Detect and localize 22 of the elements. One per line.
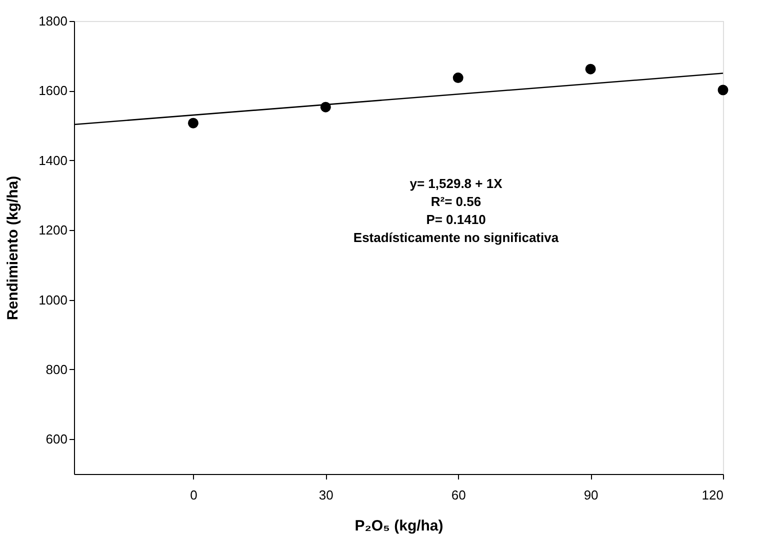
- y-tick-label: 600: [46, 432, 68, 447]
- x-tick-label: 60: [451, 488, 466, 502]
- point: [188, 118, 198, 128]
- x-tick-label: 30: [318, 488, 334, 502]
- point: [452, 72, 464, 84]
- y-tick-label: 1200: [38, 222, 68, 238]
- x-tick-label: 120: [702, 488, 724, 502]
- x-tick-label: 0: [190, 488, 198, 502]
- y-tick-label: 1800: [38, 14, 68, 28]
- x-tick-label: 90: [584, 488, 598, 502]
- x-axis-title: P₂O₅ (kg/ha): [354, 518, 444, 534]
- annotation: P= 0.1410: [426, 212, 486, 227]
- annotation: R²= 0.56: [430, 194, 482, 209]
- y-tick-label: 1600: [38, 83, 68, 98]
- y-tick-label: 800: [46, 362, 68, 377]
- annotation: Estadísticamente no significativa: [353, 230, 560, 245]
- point: [585, 64, 596, 74]
- y-tick-label: 1400: [38, 152, 68, 168]
- point: [718, 84, 728, 96]
- annotation: y= 1,529.8 + 1X: [410, 176, 503, 191]
- y-axis-title: Rendimiento (kg/ha): [4, 176, 22, 320]
- y-tick-label: 1000: [38, 292, 68, 308]
